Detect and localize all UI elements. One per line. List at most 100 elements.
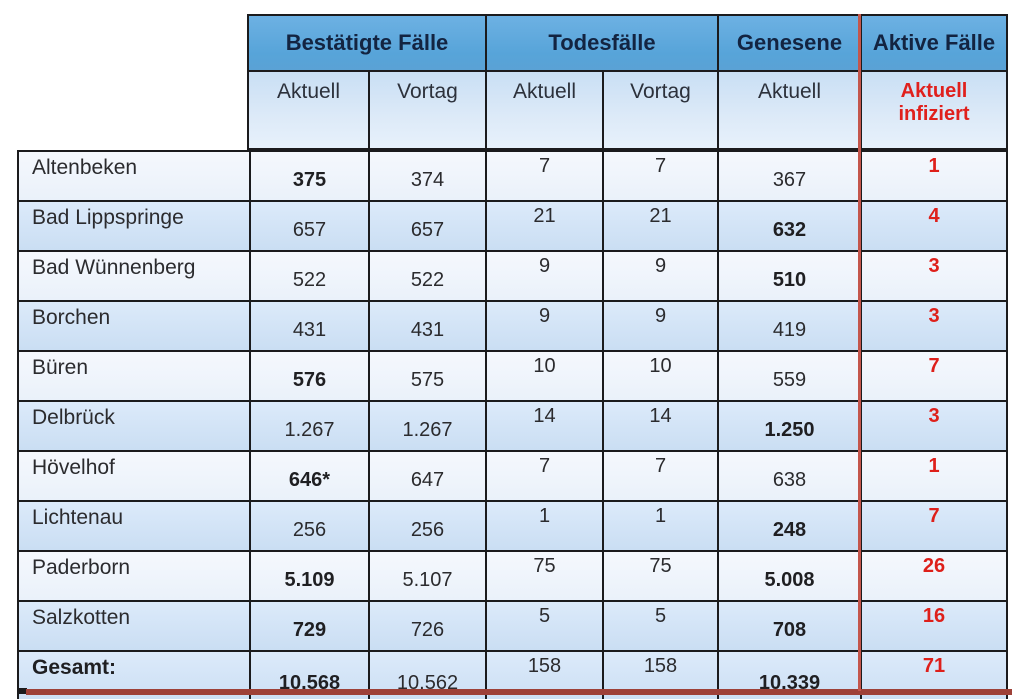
subheader-recovered-current: Aktuell (717, 72, 860, 148)
confirmed-previous-value: 431 (368, 302, 485, 350)
active-infected-value: 7 (860, 352, 1006, 400)
municipality-name: Hövelhof (32, 456, 115, 479)
recovered-current-value: 419 (717, 302, 860, 350)
confirmed-previous-value: 522 (368, 252, 485, 300)
recovered-current-value: 708 (717, 602, 860, 650)
active-infected-value: 3 (860, 302, 1006, 350)
confirmed-previous-value: 647 (368, 452, 485, 500)
confirmed-current-value: 431 (249, 302, 368, 350)
confirmed-current-value: 522 (249, 252, 368, 300)
header-group-deaths: Todesfälle (485, 16, 717, 70)
municipality-name: Bad Lippspringe (32, 206, 184, 229)
subheader-active-infected: Aktuell infiziert (860, 72, 1006, 148)
active-infected-value: 7 (860, 502, 1006, 550)
municipality-name: Delbrück (32, 406, 115, 429)
municipality-name: Gesamt: (32, 656, 117, 679)
confirmed-previous-value: 575 (368, 352, 485, 400)
confirmed-previous-value: 657 (368, 202, 485, 250)
confirmed-current-value: 729 (249, 602, 368, 650)
deaths-current-value: 9 (485, 302, 602, 350)
recovered-current-value: 5.008 (717, 552, 860, 600)
deaths-current-value: 75 (485, 552, 602, 600)
deaths-previous-value: 75 (602, 552, 717, 600)
deaths-previous-value: 9 (602, 252, 717, 300)
active-infected-value: 3 (860, 402, 1006, 450)
deaths-current-value: 21 (485, 202, 602, 250)
active-infected-value: 4 (860, 202, 1006, 250)
recovered-current-value: 632 (717, 202, 860, 250)
confirmed-previous-value: 374 (368, 152, 485, 200)
recovered-current-value: 510 (717, 252, 860, 300)
table-row: Bad Wünnenberg 522 522 9 9 510 3 (19, 250, 1006, 300)
recovered-current-value: 559 (717, 352, 860, 400)
table-bottom-left-corner (17, 688, 27, 694)
table-row: Altenbeken 375 374 7 7 367 1 (19, 152, 1006, 200)
confirmed-previous-value: 10.562 (368, 652, 485, 699)
table-row: Salzkotten 729 726 5 5 708 16 (19, 600, 1006, 650)
deaths-previous-value: 21 (602, 202, 717, 250)
municipality-name: Borchen (32, 306, 111, 329)
deaths-current-value: 1 (485, 502, 602, 550)
active-infected-value: 3 (860, 252, 1006, 300)
municipality-name: Paderborn (32, 556, 131, 579)
deaths-previous-value: 7 (602, 452, 717, 500)
active-infected-value: 1 (860, 452, 1006, 500)
deaths-previous-value: 158 (602, 652, 717, 699)
recovered-current-value: 367 (717, 152, 860, 200)
confirmed-previous-value: 726 (368, 602, 485, 650)
confirmed-previous-value: 1.267 (368, 402, 485, 450)
confirmed-current-value: 576 (249, 352, 368, 400)
municipality-name: Altenbeken (32, 156, 138, 179)
table-body: Altenbeken 375 374 7 7 367 1 Bad Lippspringe 657… (17, 150, 1008, 699)
table-row: Paderborn 5.109 5.107 75 75 5.008 26 (19, 550, 1006, 600)
deaths-current-value: 5 (485, 602, 602, 650)
confirmed-current-value: 375 (249, 152, 368, 200)
subheader-confirmed-current: Aktuell (276, 80, 341, 103)
confirmed-previous-value: 5.107 (368, 552, 485, 600)
recovered-current-value: 10.339 (717, 652, 860, 699)
active-infected-value: 71 (860, 652, 1006, 699)
confirmed-previous-value: 256 (368, 502, 485, 550)
deaths-current-value: 7 (485, 452, 602, 500)
confirmed-current-value: 646* (249, 452, 368, 500)
deaths-previous-value: 14 (602, 402, 717, 450)
active-cases-divider-line (858, 14, 861, 691)
header-group-row: Bestätigte Fälle Todesfälle Genesene Akt… (249, 16, 1006, 70)
recovered-current-value: 638 (717, 452, 860, 500)
active-infected-value: 26 (860, 552, 1006, 600)
header-group-recovered: Genesene (717, 16, 860, 70)
municipality-name: Bad Wünnenberg (32, 256, 196, 279)
deaths-current-value: 7 (485, 152, 602, 200)
deaths-current-value: 9 (485, 252, 602, 300)
municipality-name: Lichtenau (32, 506, 124, 529)
table-row: Bad Lippspringe 657 657 21 21 632 4 (19, 200, 1006, 250)
confirmed-current-value: 10.568 (249, 652, 368, 699)
deaths-previous-value: 7 (602, 152, 717, 200)
deaths-current-value: 14 (485, 402, 602, 450)
header-group-active: Aktive Fälle (860, 16, 1006, 70)
table-row: Lichtenau 256 256 1 1 248 7 (19, 500, 1006, 550)
municipality-name: Büren (32, 356, 89, 379)
table-row: Delbrück 1.267 1.267 14 14 1.250 3 (19, 400, 1006, 450)
subheader-deaths-current: Aktuell (485, 72, 602, 148)
header-sub-row: Aktuell Vortag Aktuell Vortag Aktuell Ak… (249, 70, 1006, 148)
table-row: Hövelhof 646* 647 7 7 638 1 (19, 450, 1006, 500)
confirmed-current-value: 256 (249, 502, 368, 550)
header-group-confirmed: Bestätigte Fälle (285, 30, 449, 55)
recovered-current-value: 1.250 (717, 402, 860, 450)
deaths-current-value: 10 (485, 352, 602, 400)
table-bottom-accent-bar (26, 689, 1012, 695)
deaths-previous-value: 10 (602, 352, 717, 400)
confirmed-current-value: 5.109 (249, 552, 368, 600)
subheader-deaths-previous: Vortag (602, 72, 717, 148)
active-infected-value: 16 (860, 602, 1006, 650)
deaths-previous-value: 5 (602, 602, 717, 650)
table-row: Büren 576 575 10 10 559 7 (19, 350, 1006, 400)
table-header: Bestätigte Fälle Todesfälle Genesene Akt… (247, 14, 1008, 150)
active-infected-value: 1 (860, 152, 1006, 200)
deaths-previous-value: 9 (602, 302, 717, 350)
subheader-confirmed-previous: Vortag (368, 72, 485, 148)
recovered-current-value: 248 (717, 502, 860, 550)
deaths-current-value: 158 (485, 652, 602, 699)
